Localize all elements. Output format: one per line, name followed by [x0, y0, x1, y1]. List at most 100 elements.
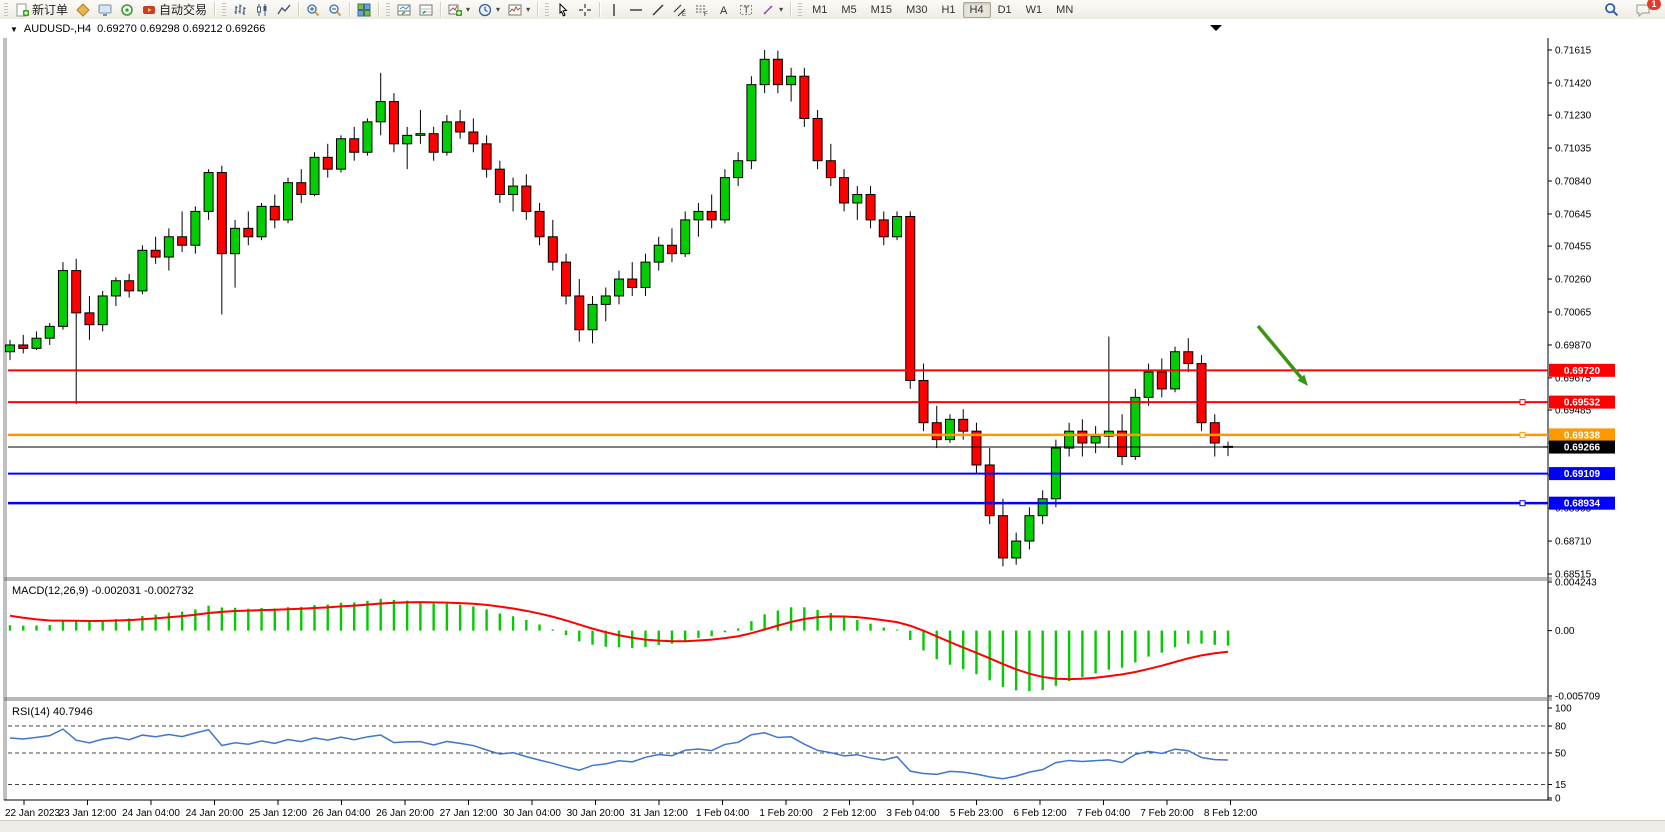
notifications-button[interactable]: 1 — [1631, 0, 1661, 19]
candle-body — [534, 210, 545, 238]
tab-h1[interactable]: H1 — [941, 3, 956, 16]
tile-windows-button[interactable] — [353, 0, 375, 19]
line-selection-handle[interactable] — [1519, 500, 1526, 507]
tab-mn[interactable]: MN — [1056, 3, 1074, 16]
macd-histogram-bar — [432, 603, 435, 631]
macd-indicator-label: MACD(12,26,9) -0.002031 -0.002732 — [12, 585, 194, 597]
tab-m30[interactable]: M30 — [906, 3, 928, 16]
chart-canvas[interactable]: 0.71615 0.71420 0.71230 0.71035 0.70840 0.706… — [0, 19, 1665, 831]
price-tick-label: 0.70455 — [1555, 242, 1592, 253]
candle-body — [18, 344, 29, 349]
tab-m15[interactable]: M15 — [870, 3, 893, 16]
bar-chart-button[interactable] — [229, 0, 251, 19]
trendline-icon — [651, 3, 665, 17]
macd-histogram-bar — [962, 630, 965, 670]
toolbar-separator — [790, 2, 792, 17]
tab-d1[interactable]: D1 — [997, 3, 1012, 16]
macd-histogram-bar — [339, 602, 343, 631]
candle-body — [746, 84, 757, 162]
candle-body — [177, 236, 188, 246]
macd-histogram-bar — [35, 625, 38, 631]
candle-body — [1077, 430, 1088, 444]
bar-chart-icon — [233, 3, 247, 17]
terminal-button[interactable] — [94, 0, 116, 19]
tab-h4[interactable]: H4 — [962, 1, 991, 18]
candle-body — [825, 160, 836, 179]
macd-histogram-bar — [1200, 630, 1203, 644]
candle-body — [57, 270, 68, 327]
search-button[interactable] — [1600, 0, 1623, 19]
macd-histogram-bar — [154, 614, 157, 631]
equidistant-channel-button[interactable]: E — [669, 0, 691, 19]
macd-histogram-bar — [564, 630, 568, 636]
new-order-button[interactable]: 新订单 — [11, 0, 72, 19]
rsi-scale-label: 80 — [1555, 722, 1567, 733]
candlestick-icon — [255, 3, 269, 17]
fibonacci-icon: F — [695, 3, 709, 17]
macd-histogram-bar — [988, 630, 991, 681]
macd-histogram-bar — [313, 605, 316, 631]
text-label-button[interactable]: T — [735, 0, 757, 19]
candle-body — [997, 515, 1008, 559]
time-tick-label: 26 Jan 04:00 — [313, 808, 371, 819]
price-tick-label: 0.68515 — [1555, 570, 1592, 581]
horizontal-line-button[interactable] — [625, 0, 647, 19]
macd-histogram-bar — [458, 604, 462, 631]
crosshair-button[interactable] — [574, 0, 596, 19]
templates-button[interactable]: ▾ — [504, 0, 534, 19]
macd-histogram-bar — [657, 630, 660, 645]
macd-scale-label: -0.005709 — [1555, 692, 1600, 703]
macd-histogram-bar — [538, 624, 541, 631]
macd-histogram-bar — [353, 602, 356, 631]
vertical-line-button[interactable] — [603, 0, 625, 19]
candle-body — [137, 249, 148, 292]
zoom-out-button[interactable] — [324, 0, 346, 19]
zoom-in-button[interactable] — [302, 0, 324, 19]
add-indicator-button[interactable]: ▾ — [444, 0, 474, 19]
new-order-icon — [15, 3, 29, 17]
cursor-icon — [556, 2, 570, 17]
tab-m5[interactable]: M5 — [841, 3, 857, 16]
autotrading-button[interactable]: 自动交易 — [138, 0, 211, 19]
tab-w1[interactable]: W1 — [1025, 3, 1043, 16]
chart-shift-marker[interactable] — [1210, 25, 1222, 31]
candle-body — [971, 430, 982, 466]
arrows-button[interactable]: ▾ — [757, 0, 787, 19]
chart-title-row: ▼ AUDUSD-,H4 0.69270 0.69298 0.69212 0.6… — [10, 23, 265, 35]
candle-body — [878, 219, 889, 238]
candle-body — [335, 138, 346, 170]
candle-body — [283, 182, 294, 221]
fibonacci-button[interactable]: F — [691, 0, 713, 19]
text-button[interactable]: A — [713, 0, 735, 19]
trendline-button[interactable] — [647, 0, 669, 19]
candle-body — [706, 210, 717, 221]
rsi-scale-label: 50 — [1555, 749, 1567, 760]
line-selection-handle[interactable] — [1519, 399, 1526, 406]
periods-button[interactable]: ▾ — [474, 0, 504, 19]
cursor-button[interactable] — [552, 0, 574, 19]
chart-collapse-icon[interactable]: ▼ — [10, 24, 18, 34]
macd-histogram-bar — [525, 620, 528, 631]
line-selection-handle[interactable] — [1519, 431, 1526, 438]
diamond-icon — [76, 2, 90, 17]
candle-body — [468, 131, 479, 145]
chart-window[interactable]: ▼ AUDUSD-,H4 0.69270 0.69298 0.69212 0.6… — [0, 19, 1665, 832]
time-tick-label: 1 Feb 04:00 — [696, 808, 750, 819]
macd-histogram-bar — [776, 610, 780, 631]
candle-body — [1064, 430, 1075, 449]
time-tick-label: 7 Feb 20:00 — [1140, 808, 1194, 819]
line-chart-button[interactable] — [273, 0, 295, 19]
subwindow-list-icon — [419, 3, 433, 17]
trend-arrow-head — [1297, 374, 1308, 386]
indicator-subwindow-button-1[interactable] — [393, 0, 415, 19]
indicator-subwindow-button-2[interactable] — [415, 0, 437, 19]
macd-histogram-bar — [194, 609, 197, 631]
metaeditor-button[interactable] — [72, 0, 94, 19]
macd-histogram-bar — [551, 629, 555, 631]
signals-button[interactable] — [116, 0, 138, 19]
price-tick-label: 0.68710 — [1555, 537, 1592, 548]
trend-arrow-annotation[interactable] — [1256, 324, 1303, 379]
zoom-out-icon — [328, 3, 342, 17]
tab-m1[interactable]: M1 — [812, 3, 828, 16]
candlestick-chart-button[interactable] — [251, 0, 273, 19]
